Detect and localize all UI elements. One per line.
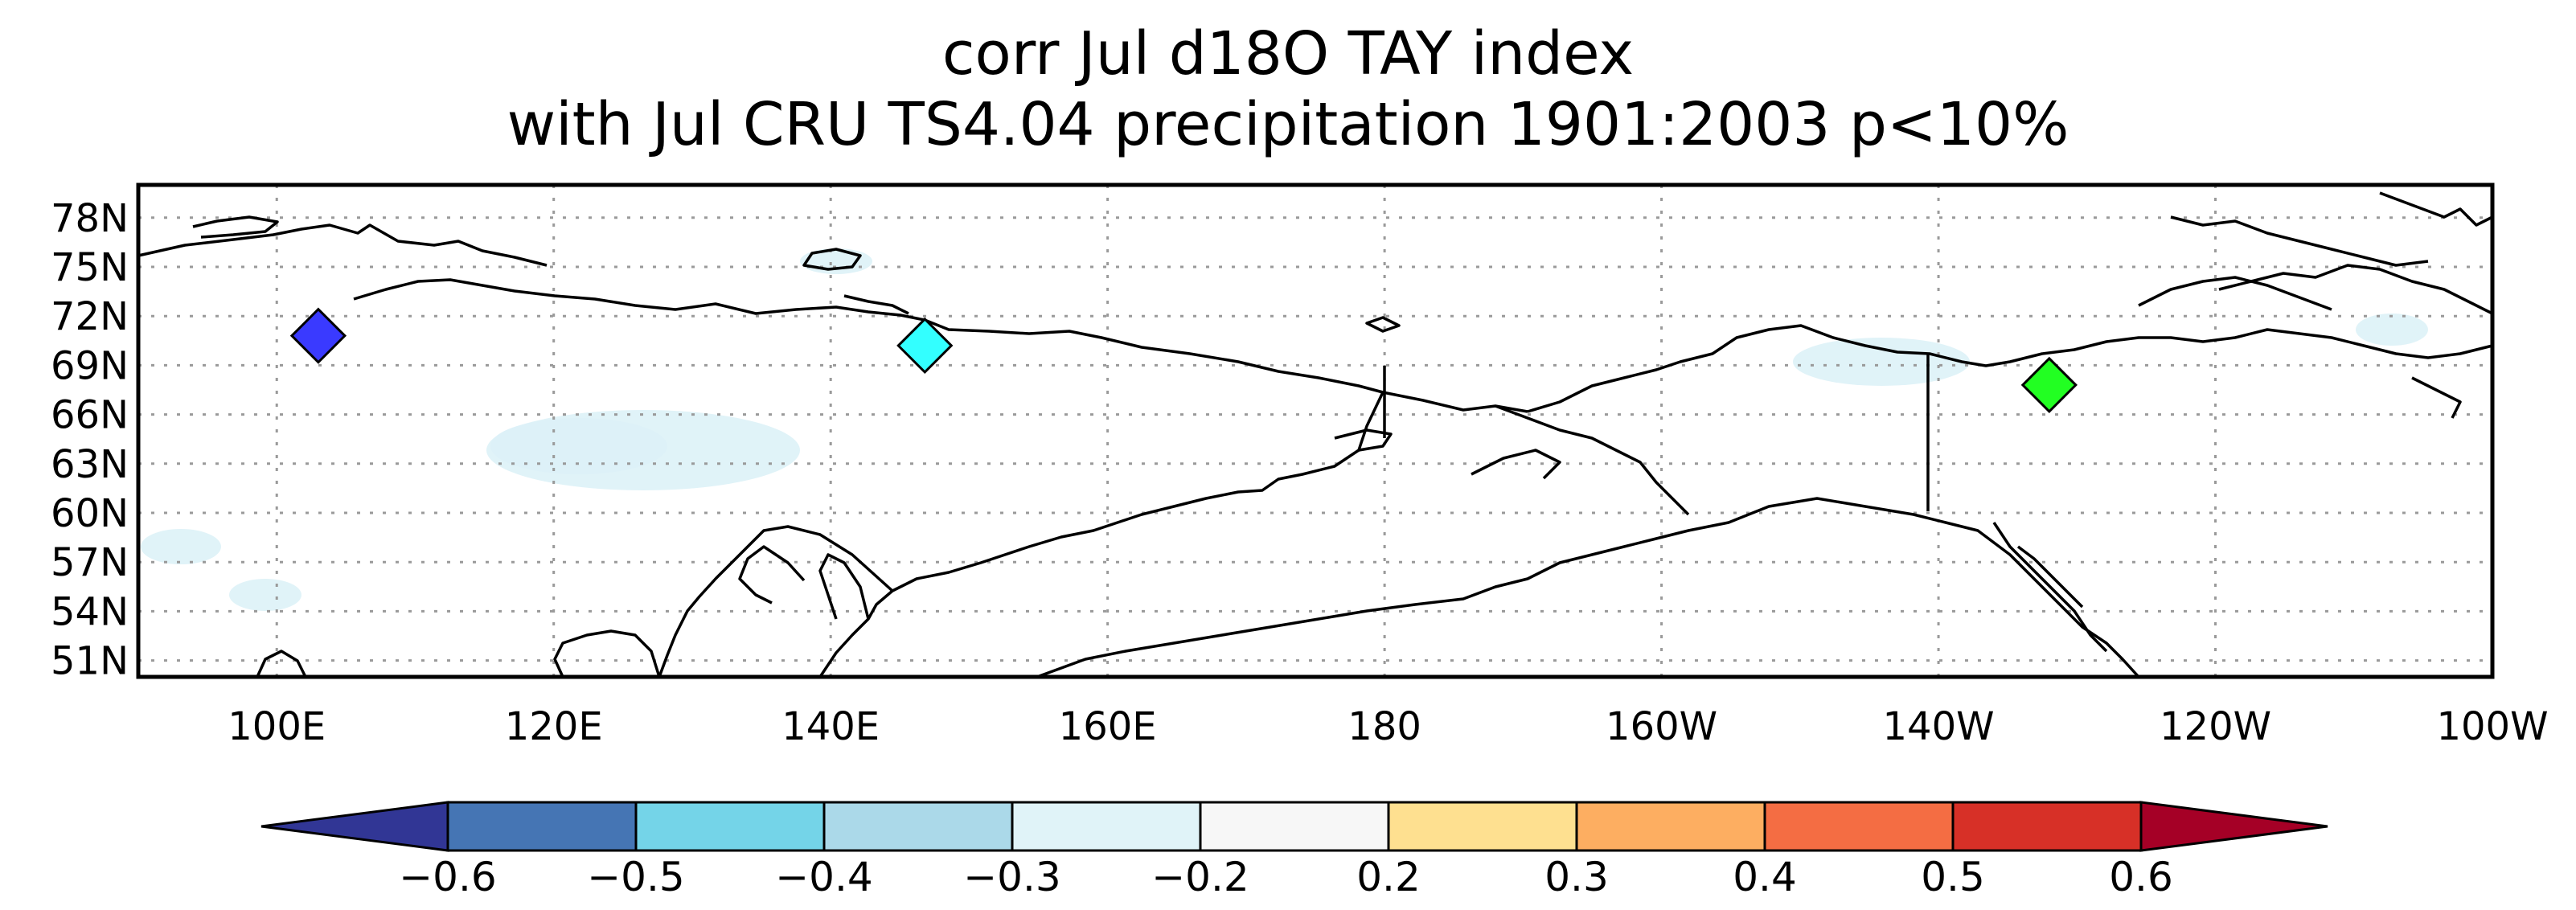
coastline: [1495, 404, 1690, 516]
colorbar-segment: [822, 801, 1014, 852]
site-green-marker: [2020, 356, 2078, 414]
correlation-shading: [141, 248, 2428, 611]
coastline: [2170, 215, 2429, 267]
site-markers: [289, 307, 2078, 414]
colorbar-segment: [1575, 801, 1766, 852]
lon-tick-label: 140E: [781, 704, 880, 749]
colorbar-segment: [1763, 801, 1955, 852]
coastline: [818, 553, 870, 620]
shade-patch: [490, 418, 667, 474]
map-panel: [136, 182, 2495, 679]
lat-tick-label: 72N: [51, 294, 129, 339]
coastline: [2138, 276, 2332, 311]
shade-patch: [229, 579, 301, 611]
map-frame: [136, 182, 2495, 679]
coastline: [553, 629, 661, 678]
colorbar-tick-label: 0.6: [2109, 854, 2173, 900]
map-background: [138, 185, 2492, 677]
colorbar-segment: [1387, 801, 1578, 852]
lat-tick-label: 78N: [51, 196, 129, 241]
lat-tick-label: 60N: [51, 491, 129, 536]
coastline: [1036, 497, 2140, 678]
coastline: [1471, 449, 1561, 480]
colorbar-tick-label: −0.4: [775, 854, 872, 900]
title-line-1: corr Jul d18O TAY index: [942, 19, 1634, 88]
colorbar-below-arrow: [260, 801, 449, 852]
coastline: [1334, 428, 1393, 452]
coastline: [738, 545, 806, 605]
shade-patch: [2356, 314, 2428, 346]
coastline: [137, 223, 548, 267]
shade-patch: [800, 248, 872, 274]
colorbar-tick-label: 0.4: [1733, 854, 1797, 900]
coastline: [802, 248, 862, 271]
colorbar-tick-label: −0.2: [1151, 854, 1249, 900]
colorbar: −0.6 −0.5 −0.4 −0.3 −0.2 0.2 0.3 0.4 0.5 0.6: [260, 801, 2328, 900]
coastlines: [137, 191, 2493, 678]
colorbar-tick-label: −0.6: [399, 854, 496, 900]
coastline: [2379, 191, 2493, 227]
lat-tick-label: 69N: [51, 343, 129, 388]
colorbar-tick-label: 0.2: [1356, 854, 1421, 900]
colorbar-segment: [1199, 801, 1390, 852]
lon-tick-label: 100E: [228, 704, 326, 749]
colorbar-segment: [634, 801, 826, 852]
coastline: [192, 215, 279, 239]
lat-tick-label: 63N: [51, 442, 129, 487]
lon-tick-label: 100W: [2436, 704, 2548, 749]
colorbar-tick-label: 0.5: [1921, 854, 1985, 900]
colorbar-tick-label: 0.3: [1544, 854, 1609, 900]
lon-tick-label: 160E: [1059, 704, 1157, 749]
longitude-labels: 100E 120E 140E 160E 180 160W 140W 120W 100W: [228, 704, 2548, 749]
colorbar-segment: [446, 801, 638, 852]
coastline: [1365, 316, 1401, 333]
shade-patch: [141, 529, 221, 564]
coastline: [658, 525, 894, 678]
lon-tick-label: 120E: [505, 704, 603, 749]
coastline: [843, 294, 909, 315]
site-cyan-marker: [896, 317, 954, 375]
colorbar-above-arrow: [2139, 801, 2328, 852]
lat-tick-label: 75N: [51, 245, 129, 290]
colorbar-tick-label: −0.3: [963, 854, 1060, 900]
lon-tick-label: 140W: [1883, 704, 1995, 749]
coastline: [818, 391, 1384, 678]
lat-tick-label: 51N: [51, 639, 129, 684]
lat-tick-label: 66N: [51, 393, 129, 438]
lat-tick-label: 54N: [51, 589, 129, 634]
coastline: [2218, 264, 2493, 315]
coastline: [1992, 522, 2108, 653]
colorbar-tick-label: −0.5: [587, 854, 684, 900]
coastline: [1527, 324, 2493, 413]
lat-tick-label: 57N: [51, 540, 129, 585]
coastline: [2411, 376, 2462, 419]
coastline: [256, 650, 307, 678]
title-line-2: with Jul CRU TS4.04 precipitation 1901:2…: [507, 90, 2069, 159]
coastline: [2016, 545, 2084, 609]
shade-patch: [1793, 338, 1970, 386]
lon-tick-label: 160W: [1606, 704, 1717, 749]
colorbar-segment: [1951, 801, 2143, 852]
lon-tick-label: 120W: [2160, 704, 2271, 749]
site-blue-marker: [289, 307, 347, 364]
lon-tick-label: 180: [1347, 704, 1421, 749]
colorbar-segment: [1011, 801, 1202, 852]
